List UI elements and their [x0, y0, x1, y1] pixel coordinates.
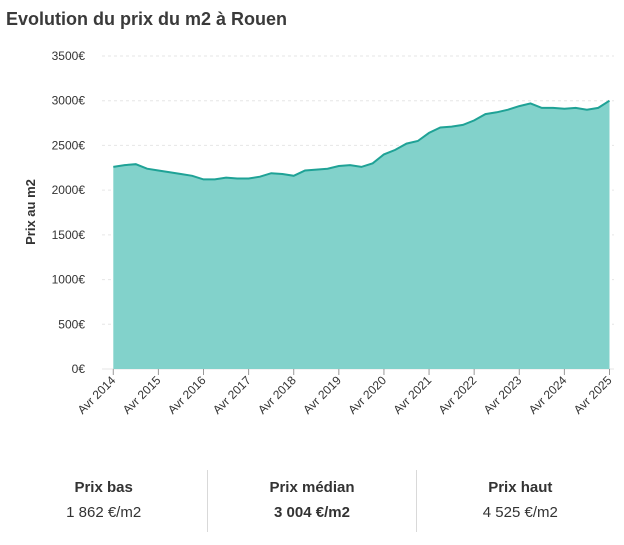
y-tick-label: 500€ [58, 317, 85, 331]
stat-low-value: 1 862 €/m2 [66, 504, 142, 521]
price-area [113, 100, 610, 369]
x-tick-label: Avr 2025 [571, 373, 615, 417]
y-tick-label: 3000€ [52, 94, 86, 108]
stat-high-label: Prix haut [488, 479, 553, 496]
x-tick-label: Avr 2014 [75, 373, 119, 417]
y-tick-label: 2500€ [52, 138, 86, 152]
x-tick-label: Avr 2022 [436, 373, 480, 417]
x-tick-label: Avr 2020 [345, 373, 389, 417]
y-tick-label: 2000€ [52, 183, 86, 197]
stat-median-value: 3 004 €/m2 [274, 504, 350, 521]
x-axis-ticks: Avr 2014 Avr 2015 Avr 2016 Avr 2017 Avr 2018… [75, 369, 615, 417]
stat-high-value: 4 525 €/m2 [482, 504, 558, 521]
chart-title: Evolution du prix du m2 à Rouen [6, 9, 288, 29]
stat-median-label: Prix médian [269, 479, 355, 496]
price-stats: Prix bas 1 862 €/m2 Prix médian 3 004 €/… [0, 470, 624, 532]
stat-low: Prix bas 1 862 €/m2 [0, 470, 207, 532]
y-axis-ticks: 0€ 500€ 1000€ 1500€ 2000€ 2500€ 3000€ 3500€ [52, 49, 86, 376]
x-tick-label: Avr 2024 [526, 373, 570, 417]
x-tick-label: Avr 2018 [255, 373, 299, 417]
x-tick-label: Avr 2016 [165, 373, 209, 417]
y-tick-label: 0€ [72, 362, 86, 376]
y-tick-label: 1000€ [52, 273, 86, 287]
y-tick-label: 3500€ [52, 49, 86, 63]
price-line [113, 99, 611, 181]
x-tick-label: Avr 2017 [210, 373, 254, 417]
stat-high: Prix haut 4 525 €/m2 [415, 470, 624, 532]
price-area-chart: 0€ 500€ 1000€ 1500€ 2000€ 2500€ 3000€ 3500€ Pri… [23, 49, 615, 417]
stat-median: Prix médian 3 004 €/m2 [207, 470, 415, 532]
y-tick-label: 1500€ [52, 228, 86, 242]
x-tick-label: Avr 2019 [300, 373, 344, 417]
stat-low-label: Prix bas [74, 479, 133, 496]
x-tick-label: Avr 2021 [390, 373, 434, 417]
y-axis-label: Prix au m2 [23, 179, 38, 245]
x-tick-label: Avr 2023 [481, 373, 525, 417]
x-tick-label: Avr 2015 [120, 373, 164, 417]
